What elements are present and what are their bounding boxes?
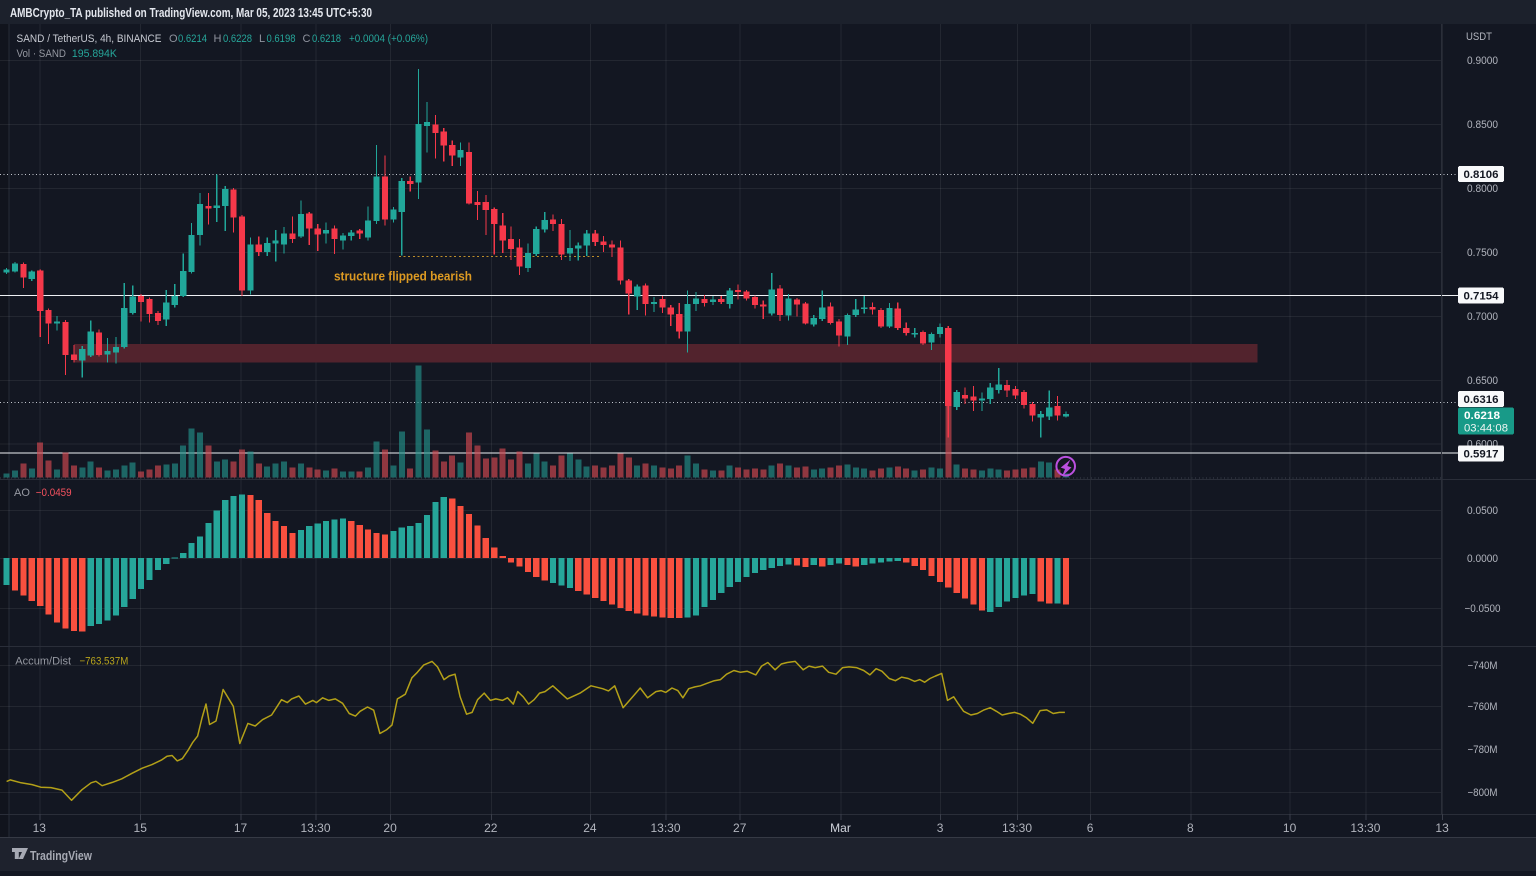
svg-text:17: 17 bbox=[234, 821, 248, 835]
svg-text:10: 10 bbox=[1283, 821, 1297, 835]
svg-text:8: 8 bbox=[1187, 821, 1194, 835]
svg-text:0.6218: 0.6218 bbox=[1464, 410, 1500, 422]
svg-text:13: 13 bbox=[1435, 821, 1449, 835]
svg-text:0.6500: 0.6500 bbox=[1467, 375, 1498, 387]
svg-text:−780M: −780M bbox=[1468, 744, 1498, 756]
svg-text:0.6228: 0.6228 bbox=[223, 33, 252, 45]
svg-text:0.0500: 0.0500 bbox=[1467, 505, 1498, 517]
svg-text:O: O bbox=[169, 33, 178, 45]
svg-text:15: 15 bbox=[134, 821, 148, 835]
svg-text:6: 6 bbox=[1087, 821, 1094, 835]
svg-text:13:30: 13:30 bbox=[650, 821, 680, 835]
svg-text:0.8106: 0.8106 bbox=[1464, 169, 1499, 181]
svg-text:−0.0459: −0.0459 bbox=[36, 487, 72, 499]
svg-text:TradingView: TradingView bbox=[30, 848, 93, 863]
svg-text:195.894K: 195.894K bbox=[72, 48, 118, 60]
svg-text:−740M: −740M bbox=[1468, 660, 1498, 672]
svg-text:Mar: Mar bbox=[830, 821, 851, 835]
svg-text:24: 24 bbox=[583, 821, 597, 835]
svg-text:−800M: −800M bbox=[1468, 787, 1498, 799]
svg-text:0.6214: 0.6214 bbox=[178, 33, 207, 45]
svg-text:AMBCrypto_TA published on Trad: AMBCrypto_TA published on TradingView.co… bbox=[10, 5, 372, 20]
svg-text:27: 27 bbox=[733, 821, 747, 835]
svg-text:−0.0500: −0.0500 bbox=[1465, 603, 1501, 615]
svg-text:22: 22 bbox=[484, 821, 498, 835]
svg-text:+0.0004 (+0.06%): +0.0004 (+0.06%) bbox=[349, 33, 428, 45]
svg-text:0.7000: 0.7000 bbox=[1467, 311, 1498, 323]
svg-text:0.7500: 0.7500 bbox=[1467, 247, 1498, 259]
svg-text:20: 20 bbox=[383, 821, 397, 835]
svg-text:structure flipped bearish: structure flipped bearish bbox=[334, 270, 472, 284]
svg-text:USDT: USDT bbox=[1466, 31, 1492, 43]
svg-text:0.6316: 0.6316 bbox=[1464, 394, 1499, 406]
svg-text:L: L bbox=[259, 33, 265, 45]
svg-text:H: H bbox=[214, 33, 222, 45]
svg-text:−763.537M: −763.537M bbox=[80, 656, 129, 668]
svg-text:03:44:08: 03:44:08 bbox=[1464, 423, 1508, 435]
svg-text:3: 3 bbox=[937, 821, 944, 835]
svg-text:AO: AO bbox=[14, 487, 30, 499]
svg-text:13:30: 13:30 bbox=[300, 821, 330, 835]
svg-text:Accum/Dist: Accum/Dist bbox=[15, 656, 71, 668]
svg-text:C: C bbox=[303, 33, 311, 45]
svg-text:0.8000: 0.8000 bbox=[1467, 183, 1498, 195]
svg-text:0.6198: 0.6198 bbox=[267, 33, 296, 45]
svg-text:0.5917: 0.5917 bbox=[1464, 448, 1499, 460]
svg-text:−760M: −760M bbox=[1468, 701, 1498, 713]
svg-text:SAND / TetherUS, 4h, BINANCE: SAND / TetherUS, 4h, BINANCE bbox=[17, 33, 162, 45]
svg-text:0.7154: 0.7154 bbox=[1464, 291, 1500, 303]
svg-text:0.9000: 0.9000 bbox=[1467, 55, 1498, 67]
svg-text:13:30: 13:30 bbox=[1002, 821, 1032, 835]
svg-text:0.6218: 0.6218 bbox=[312, 33, 341, 45]
svg-text:0.0000: 0.0000 bbox=[1467, 553, 1498, 565]
svg-text:13:30: 13:30 bbox=[1350, 821, 1380, 835]
svg-text:0.8500: 0.8500 bbox=[1467, 119, 1498, 131]
svg-text:Vol · SAND: Vol · SAND bbox=[17, 48, 67, 60]
svg-text:13: 13 bbox=[33, 821, 47, 835]
